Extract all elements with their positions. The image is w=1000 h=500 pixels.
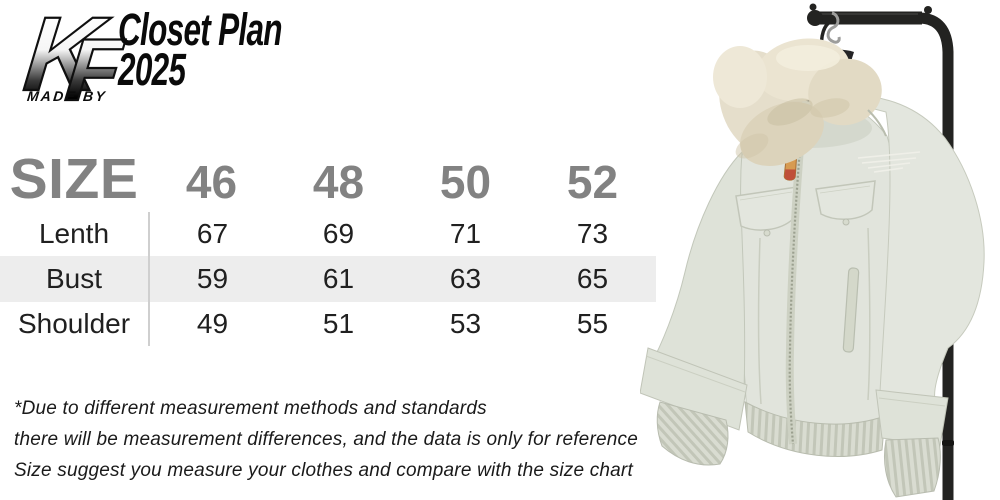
size-value: 61 — [322, 263, 355, 294]
size-table-title: SIZE — [9, 147, 139, 211]
rib-cuff-left — [656, 401, 729, 466]
size-column-header: 48 — [312, 156, 365, 208]
row-label: Shoulder — [17, 308, 131, 339]
embroidery-logo — [857, 151, 921, 173]
table-row-bust: Bust 59 61 63 65 — [0, 256, 656, 302]
row-label: Bust — [45, 263, 103, 294]
logo-kf-text: K F — [19, 2, 131, 110]
size-value: 59 — [148, 256, 275, 302]
sleeve-right — [831, 95, 985, 401]
welt-pocket — [842, 267, 860, 353]
size-column-header: 46 — [185, 156, 238, 208]
logo-letter-k: K — [19, 2, 114, 110]
size-value: 67 — [148, 212, 275, 256]
fur-collar — [713, 38, 887, 166]
size-table-header-row: SIZE 46 48 50 52 — [0, 146, 656, 212]
logo-letter-f: F — [62, 20, 128, 110]
garment-rack — [807, 3, 954, 500]
disclaimer-line: there will be measurement differences, a… — [14, 429, 638, 450]
jacket — [640, 95, 985, 498]
page-title-line1: Closet Plan — [118, 4, 283, 55]
size-value: 63 — [449, 263, 482, 294]
size-value: 69 — [322, 218, 355, 249]
rack-end-cap — [807, 10, 823, 26]
disclaimer-line: *Due to different measurement methods an… — [14, 398, 487, 419]
size-value: 51 — [322, 308, 355, 339]
size-table: SIZE 46 48 50 52 Lenth 67 69 71 73 Bust … — [0, 146, 656, 346]
size-column-header: 52 — [566, 156, 619, 208]
size-value: 71 — [449, 218, 482, 249]
disclaimer: *Due to different measurement methods an… — [14, 393, 638, 486]
rib-cuff-right — [883, 437, 941, 498]
row-label: Lenth — [38, 218, 110, 249]
size-value: 49 — [148, 302, 275, 346]
size-value: 53 — [449, 308, 482, 339]
page-title: Closet Plan 2025 — [118, 4, 283, 95]
cuff-band-left — [640, 347, 748, 431]
page-title-line2: 2025 — [118, 44, 186, 95]
rack-pole — [919, 12, 954, 500]
chest-pocket-right — [815, 180, 876, 226]
brand-logo: K F MADE BY — [18, 2, 131, 110]
table-row-length: Lenth 67 69 71 73 — [0, 212, 656, 256]
rack-knob — [924, 6, 932, 14]
disclaimer-line: Size suggest you measure your clothes an… — [14, 460, 633, 481]
size-column-header: 50 — [439, 156, 492, 208]
size-value: 55 — [576, 308, 609, 339]
metal-s-hook — [826, 11, 841, 44]
size-value: 65 — [576, 263, 609, 294]
table-row-shoulder: Shoulder 49 51 53 55 — [0, 302, 656, 346]
product-photo — [640, 3, 985, 500]
size-value: 73 — [576, 218, 609, 249]
logo-made-by: MADE BY — [26, 88, 108, 104]
